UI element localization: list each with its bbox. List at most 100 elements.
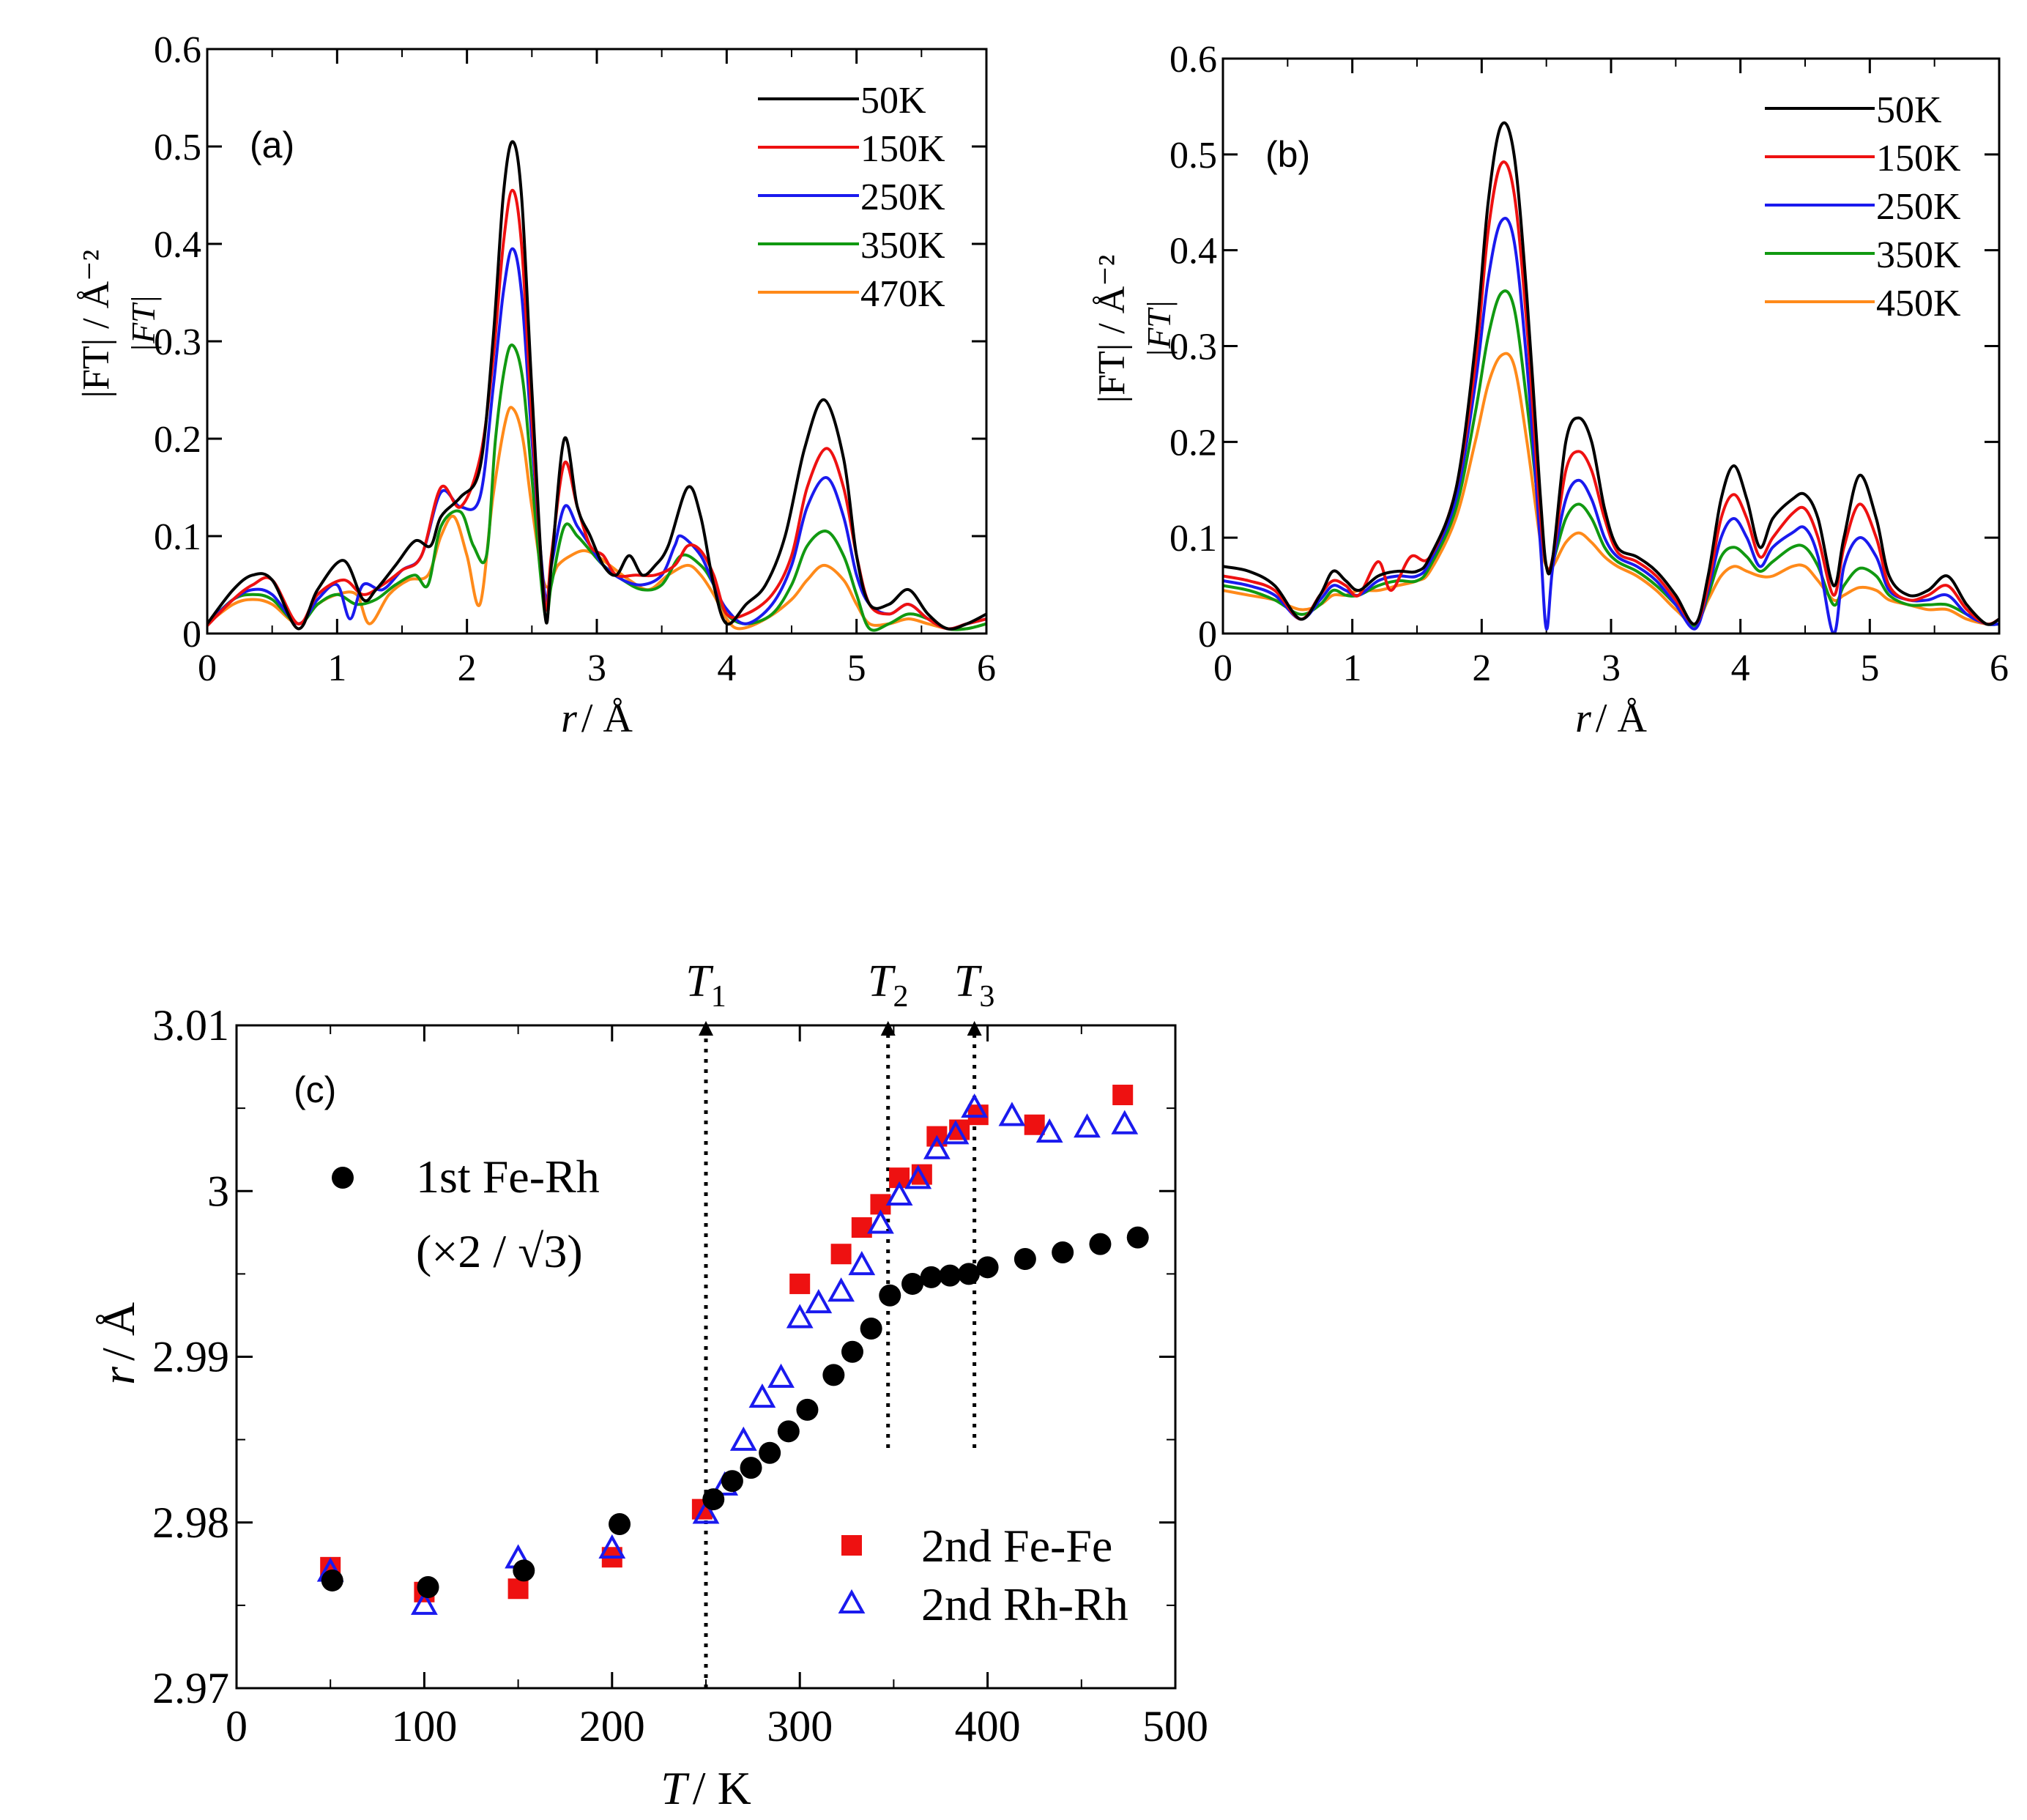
series-line-150K <box>1223 160 1999 626</box>
transition-marker-sub: 1 <box>711 980 726 1014</box>
y-tick-label: 0.5 <box>154 127 201 168</box>
legend-label: 150K <box>1876 138 1961 179</box>
x-tick-label: 300 <box>767 1702 833 1750</box>
data-point-square <box>1024 1114 1045 1135</box>
y-tick-label: 0.1 <box>154 516 201 558</box>
data-point-circle <box>321 1569 343 1591</box>
y-tick-label: 0.6 <box>154 29 201 71</box>
x-axis-label-var: T <box>661 1762 690 1814</box>
transition-marker-arrow <box>880 1021 896 1036</box>
data-point-triangle <box>867 1209 894 1234</box>
x-axis-label-var: r <box>561 696 577 741</box>
x-axis-label-var: r <box>1575 696 1591 741</box>
data-point-circle <box>1089 1233 1112 1255</box>
series-line-350K <box>207 343 986 632</box>
panel-label: (b) <box>1265 134 1310 175</box>
data-point-circle <box>759 1441 781 1464</box>
y-axis-label-unit: / Å <box>92 1302 144 1361</box>
x-axis-label-unit: / Å <box>581 696 633 741</box>
y-axis-label: |FT| / Å⁻² <box>75 250 117 398</box>
x-tick-label: 0 <box>226 1702 248 1750</box>
legend-label: 1st Fe-Rh <box>416 1151 600 1203</box>
y-tick-label: 2.98 <box>152 1498 229 1547</box>
data-point-circle <box>939 1264 962 1287</box>
y-tick-label: 3 <box>207 1167 229 1215</box>
y-tick-label: 0.2 <box>154 419 201 461</box>
x-tick-label: 0 <box>1213 647 1232 689</box>
data-point-triangle <box>411 1590 438 1615</box>
legend-label: 50K <box>860 80 926 122</box>
data-point-triangle <box>904 1165 932 1189</box>
x-tick-label: 1 <box>1343 647 1362 689</box>
y-tick-label: 0.5 <box>1169 135 1217 177</box>
data-point-triangle <box>786 1304 814 1329</box>
data-point-circle <box>1126 1226 1149 1249</box>
legend-marker-triangle <box>838 1589 866 1613</box>
legend-marker-circle <box>332 1167 354 1189</box>
x-tick-label: 3 <box>587 647 606 689</box>
transition-marker-label: T2 <box>868 957 908 1014</box>
data-point-triangle <box>848 1250 876 1276</box>
data-point-circle <box>702 1488 725 1511</box>
y-tick-label: 2.99 <box>152 1333 229 1381</box>
transition-marker-label: T1 <box>685 957 726 1014</box>
curves <box>1223 121 1999 634</box>
plot-frame <box>206 48 988 635</box>
data-point-circle <box>957 1263 980 1285</box>
y-tick-label: 0 <box>182 614 201 655</box>
legend-label: 350K <box>860 225 945 267</box>
data-point-triangle <box>942 1120 970 1145</box>
legend-sublabel: (×2 / √3) <box>416 1225 583 1277</box>
legend-label: 2nd Rh-Rh <box>921 1578 1128 1630</box>
data-point-triangle <box>805 1288 833 1314</box>
x-tick-label: 1 <box>327 647 346 689</box>
data-point-triangle <box>923 1134 951 1159</box>
x-tick-label: 4 <box>1731 647 1750 689</box>
y-tick-label: 2.97 <box>152 1664 229 1712</box>
series-line-150K <box>207 188 986 631</box>
transition-marker-arrow <box>967 1021 982 1036</box>
series-line-50K <box>1223 121 1999 626</box>
series-line-470K <box>207 406 986 631</box>
x-tick-label: 6 <box>977 647 996 689</box>
y-tick-label: 0.4 <box>154 224 201 266</box>
y-axis-label: r / Å <box>92 1302 144 1385</box>
transition-marker-var: T <box>685 957 714 1006</box>
y-tick-label: 0.4 <box>1169 231 1217 272</box>
legend-label: 250K <box>1876 186 1961 228</box>
transition-marker-var: T <box>868 957 896 1006</box>
y-tick-label: 0.1 <box>1169 518 1217 560</box>
data-point-triangle <box>598 1534 626 1559</box>
data-point-square <box>851 1217 872 1238</box>
x-tick-label: 200 <box>579 1702 645 1750</box>
x-tick-label: 5 <box>847 647 866 689</box>
y-tick-label: 3.01 <box>152 1001 229 1050</box>
y-axis-label-overlap: |FT| <box>1140 300 1178 357</box>
data-point-triangle <box>767 1363 795 1388</box>
x-axis-label-unit: / Å <box>1596 696 1648 741</box>
plot-frame <box>235 1024 1177 1690</box>
x-axis-label: r / Å <box>1575 696 1647 741</box>
legend-label: 470K <box>860 273 945 315</box>
x-tick-label: 100 <box>391 1702 457 1750</box>
data-point-circle <box>740 1457 762 1479</box>
legend-marker-square <box>841 1535 862 1556</box>
legend-label: 250K <box>860 177 945 218</box>
data-point-circle <box>796 1398 819 1421</box>
legend-label: 150K <box>860 128 945 170</box>
data-point-circle <box>417 1575 439 1598</box>
data-point-triangle <box>961 1093 989 1118</box>
data-point-triangle <box>885 1181 913 1206</box>
legend-label: 2nd Fe-Fe <box>921 1520 1112 1572</box>
x-tick-label: 3 <box>1602 647 1621 689</box>
data-point-circle <box>976 1256 999 1279</box>
data-point-square <box>1112 1085 1134 1106</box>
data-point-circle <box>609 1513 631 1536</box>
x-tick-label: 500 <box>1142 1702 1208 1750</box>
legend-label: 50K <box>1876 89 1942 131</box>
y-tick-label: 0.6 <box>1169 39 1217 81</box>
data-point-triangle <box>1111 1110 1139 1134</box>
transition-marker-arrow <box>699 1021 713 1036</box>
x-tick-label: 6 <box>1990 647 2009 689</box>
